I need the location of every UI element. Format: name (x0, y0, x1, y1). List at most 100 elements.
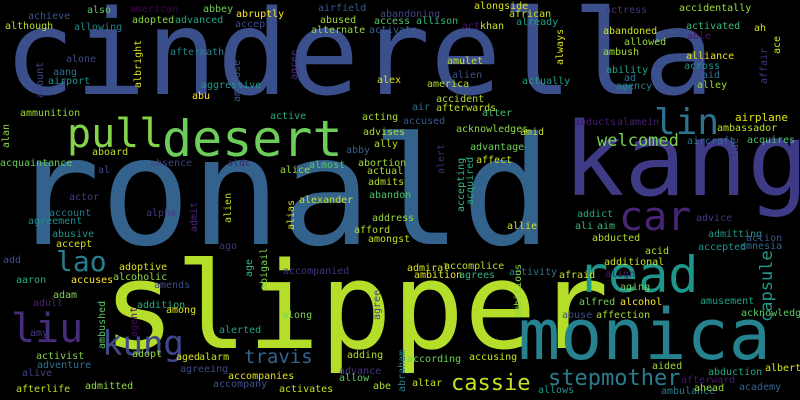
word-stepmother: stepmother (548, 366, 681, 391)
word-ahead: ahead (694, 383, 725, 394)
word-pull: pull (67, 111, 164, 157)
word-ally: ally (374, 139, 399, 150)
word-aging: aging (620, 282, 651, 293)
word-ali: ali (575, 221, 594, 232)
word-accusing: accusing (469, 352, 518, 363)
word-ambush: ambush (603, 47, 640, 58)
word-amends: amends (154, 280, 191, 291)
word-agrees: agrees (459, 270, 496, 281)
word-afterwards: afterwards (436, 103, 497, 114)
word-lin: lin (654, 102, 720, 143)
word-african: african (509, 9, 552, 20)
word-ad: ad (624, 73, 637, 84)
word-actual: actual (367, 166, 404, 177)
word-albert: albert (765, 363, 800, 374)
word-ambition: ambition (414, 270, 463, 281)
word-advice: advice (696, 213, 733, 224)
word-aaron: aaron (16, 275, 47, 286)
word-adding: adding (347, 350, 384, 361)
word-abuse: abuse (562, 310, 593, 321)
word-ambulance: ambulance (661, 386, 716, 397)
word-ammunition: ammunition (20, 108, 81, 119)
word-accomplice: accomplice (444, 261, 505, 272)
word-address: address (372, 213, 415, 224)
word-alongside: alongside (474, 1, 529, 12)
word-according: according (407, 354, 462, 365)
word-alarm: alarm (199, 352, 230, 363)
word-alter: alter (482, 108, 513, 119)
word-agent: agent (129, 306, 140, 337)
word-abduction: abduction (708, 367, 763, 378)
word-actor: actor (69, 192, 100, 203)
word-airfield: airfield (318, 3, 367, 14)
word-al: al (98, 165, 111, 176)
word-affection: affection (596, 310, 651, 321)
word-acquires: acquires (747, 135, 796, 146)
word-among: among (166, 305, 197, 316)
word-abortion: abortion (358, 158, 407, 169)
word-abandon: abandon (369, 190, 412, 201)
word-aircraft: aircraft (687, 136, 736, 147)
word-alternate: alternate (311, 25, 366, 36)
word-desert: desert (162, 110, 343, 168)
word-america: america (427, 79, 470, 90)
word-alive: alive (22, 368, 53, 379)
word-ambushed: ambushed (97, 300, 108, 349)
word-accompanies: accompanies (228, 371, 295, 382)
word-agree2: agree (372, 289, 383, 320)
word-addict: addict (577, 209, 614, 220)
word-admits: admits (368, 177, 405, 188)
word-already: already (516, 17, 559, 28)
word-admiral: admiral (407, 263, 450, 274)
word-alone: alone (66, 54, 97, 65)
word-actually: actually (522, 76, 571, 87)
word-alex: alex (377, 75, 402, 86)
word-aggressive: aggressive (201, 80, 262, 91)
word-amount: amount (35, 61, 46, 98)
word-admitted: admitted (85, 381, 134, 392)
word-action: action (746, 233, 783, 244)
word-additional: additional (604, 257, 665, 268)
word-activated: activated (686, 21, 741, 32)
word-alert: alert (436, 143, 447, 174)
word-aldc: aldc (227, 158, 252, 169)
word-addition: addition (137, 300, 186, 311)
word-abducts: abducts (574, 117, 617, 128)
word-accepted: accepted (698, 242, 747, 253)
word-adult: adult (33, 298, 64, 309)
word-alias: alias (286, 199, 297, 230)
word-abruptly: abruptly (236, 9, 285, 20)
word-advance: advance (339, 366, 382, 377)
word-ambassador: ambassador (717, 123, 778, 134)
word-allie: allie (507, 221, 538, 232)
word-altar: altar (412, 378, 443, 389)
word-monica: monica (518, 294, 771, 376)
word-aang: aang (53, 67, 78, 78)
word-abandoning: abandoning (380, 9, 441, 20)
word-advises: advises (363, 127, 406, 138)
word-amongst: amongst (368, 234, 411, 245)
word-alpha: alpha (146, 208, 177, 219)
word-affect: affect (476, 155, 513, 166)
word-adoptive: adoptive (119, 262, 168, 273)
word-amulet: amulet (447, 56, 484, 67)
word-activate: activate (369, 25, 418, 36)
word-align: align (605, 269, 636, 280)
word-ambrose: ambrose (232, 59, 243, 102)
word-aboard: aboard (92, 147, 129, 158)
word-lao: lao (56, 245, 107, 278)
word-account: account (49, 208, 92, 219)
word-afraid: afraid (559, 270, 596, 281)
word-age: age (244, 258, 255, 277)
word-kung: kung (102, 324, 184, 364)
word-allison: allison (416, 16, 459, 27)
word-american: american (130, 4, 179, 15)
word-abducted: abducted (592, 233, 641, 244)
word-adopt: adopt (132, 349, 163, 360)
word-affair: affair (759, 47, 770, 84)
word-liu: liu (11, 306, 84, 352)
word-abbey: abbey (203, 4, 234, 15)
word-alley: alley (697, 80, 728, 91)
word-adopted: adopted (132, 15, 175, 26)
word-agree: agree (289, 49, 300, 80)
